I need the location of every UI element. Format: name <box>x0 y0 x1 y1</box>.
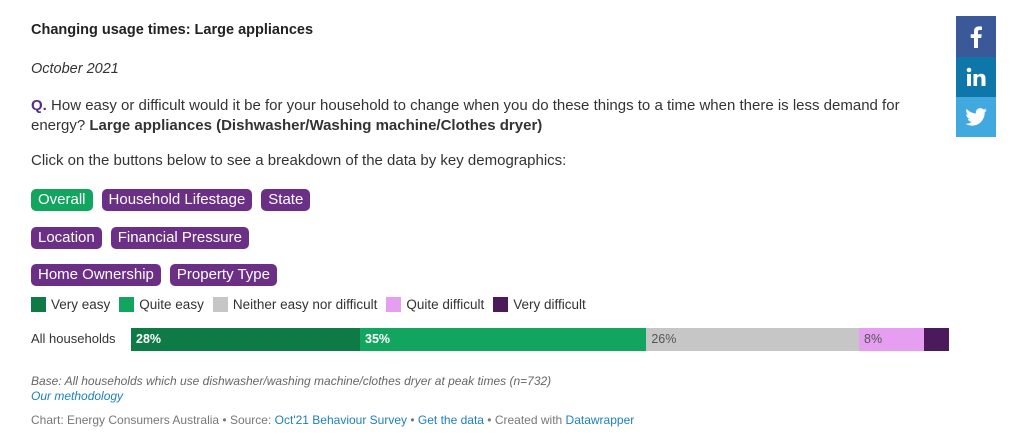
question-body: How easy or difficult would it be for yo… <box>31 97 900 134</box>
button-row-2: Location Financial Pressure <box>31 227 249 249</box>
overall-button[interactable]: Overall <box>31 189 93 211</box>
home-ownership-button[interactable]: Home Ownership <box>31 264 161 286</box>
legend-swatch-neither <box>212 297 228 312</box>
question-text: Q. How easy or difficult would it be for… <box>31 96 951 136</box>
chart-notes: Base: All households which use dishwashe… <box>31 374 551 404</box>
base-note: Base: All households which use dishwashe… <box>31 374 552 388</box>
bar-segment-quite-difficult: 8% <box>859 328 925 351</box>
legend-item-quite-difficult: Quite difficult <box>386 297 484 312</box>
bar-segment-very-easy: 28% <box>131 328 361 351</box>
property-type-button[interactable]: Property Type <box>169 264 277 286</box>
chart-legend: Very easy Quite easy Neither easy nor diff… <box>31 297 595 312</box>
datawrapper-link[interactable]: Datawrapper <box>565 413 635 427</box>
bar-segment-very-difficult <box>924 328 949 351</box>
button-row-1: Overall Household Lifestage State <box>31 189 311 211</box>
legend-label-neither: Neither easy nor difficult <box>232 297 378 312</box>
financial-pressure-button[interactable]: Financial Pressure <box>110 227 249 249</box>
data-label-quite-easy: 35% <box>365 332 391 346</box>
twitter-icon <box>965 108 987 126</box>
legend-swatch-very-difficult <box>493 297 509 312</box>
bar-segment-quite-easy: 35% <box>360 328 647 351</box>
data-label-very-easy: 28% <box>136 332 162 346</box>
footer-prefix: Chart: Energy Consumers Australia • Sour… <box>31 413 272 427</box>
household-lifestage-button[interactable]: Household Lifestage <box>101 189 253 211</box>
facebook-share-button[interactable] <box>956 16 996 57</box>
legend-label-very-easy: Very easy <box>51 297 111 312</box>
state-button[interactable]: State <box>261 189 311 211</box>
legend-label-very-difficult: Very difficult <box>513 297 586 312</box>
legend-label-quite-difficult: Quite difficult <box>406 297 485 312</box>
bar-segment-neither: 26% <box>646 328 859 351</box>
data-label-quite-difficult: 8% <box>864 332 883 346</box>
legend-item-very-easy: Very easy <box>31 297 110 312</box>
data-label-neither: 26% <box>651 332 677 346</box>
legend-swatch-quite-easy <box>119 297 135 312</box>
legend-swatch-very-easy <box>31 297 46 312</box>
methodology-link[interactable]: Our methodology <box>31 389 124 403</box>
linkedin-share-button[interactable] <box>956 57 996 97</box>
location-button[interactable]: Location <box>31 227 102 249</box>
legend-item-quite-easy: Quite easy <box>119 297 204 312</box>
question-bold: Large appliances (Dishwasher/Washing mac… <box>89 117 543 134</box>
legend-swatch-quite-difficult <box>386 297 402 312</box>
question-prefix: Q. <box>31 97 47 114</box>
facebook-icon <box>970 25 982 48</box>
legend-label-quite-easy: Quite easy <box>139 297 204 312</box>
legend-item-very-difficult: Very difficult <box>493 297 586 312</box>
footer-separator: • <box>410 413 415 427</box>
instruction-text: Click on the buttons below to see a brea… <box>31 152 567 169</box>
source-link[interactable]: Oct'21 Behaviour Survey <box>274 413 408 427</box>
linkedin-icon <box>966 67 986 86</box>
chart-footer: Chart: Energy Consumers Australia • Sour… <box>31 413 634 427</box>
category-label: All households <box>31 331 116 346</box>
chart-date: October 2021 <box>31 61 119 77</box>
legend-item-neither: Neither easy nor difficult <box>212 297 378 312</box>
chart-title: Changing usage times: Large appliances <box>31 22 314 38</box>
social-share-bar <box>956 16 996 137</box>
footer-created: • Created with <box>487 413 563 427</box>
get-data-link[interactable]: Get the data <box>417 413 484 427</box>
twitter-share-button[interactable] <box>956 97 996 137</box>
stacked-bar: 28% 35% 26% 8% <box>131 328 949 351</box>
button-row-3: Home Ownership Property Type <box>31 264 277 286</box>
